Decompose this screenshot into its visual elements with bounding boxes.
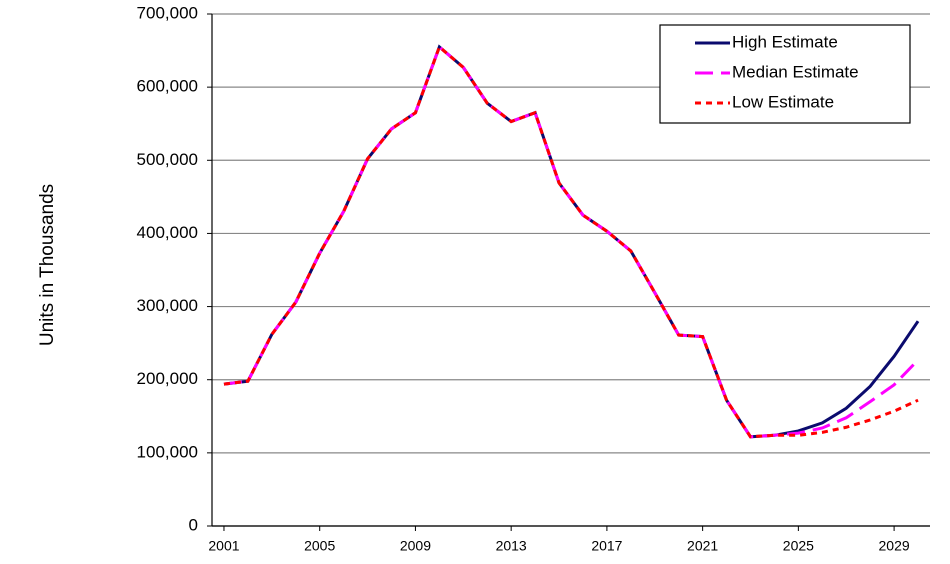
y-tick-label: 100,000 <box>137 442 198 461</box>
x-tick-label: 2025 <box>783 538 814 554</box>
x-tick-label: 2017 <box>591 538 622 554</box>
series-line <box>223 44 919 439</box>
x-tick-label: 2001 <box>208 538 239 554</box>
y-tick-label: 400,000 <box>137 223 198 242</box>
y-tick-label: 600,000 <box>137 77 198 96</box>
y-tick-label: 300,000 <box>137 296 198 315</box>
legend-label: High Estimate <box>732 32 838 51</box>
x-tick-label: 2009 <box>400 538 431 554</box>
y-tick-label: 700,000 <box>137 3 198 22</box>
legend-label: Low Estimate <box>732 92 834 111</box>
y-tick-label: 0 <box>189 515 198 534</box>
y-axis-title: Units in Thousands <box>37 184 58 346</box>
x-tick-label: 2029 <box>879 538 910 554</box>
y-tick-label: 200,000 <box>137 369 198 388</box>
x-tick-label: 2021 <box>687 538 718 554</box>
x-tick-label: 2005 <box>304 538 335 554</box>
legend-label: Median Estimate <box>732 62 859 81</box>
y-tick-label: 500,000 <box>137 150 198 169</box>
x-tick-label: 2013 <box>496 538 527 554</box>
